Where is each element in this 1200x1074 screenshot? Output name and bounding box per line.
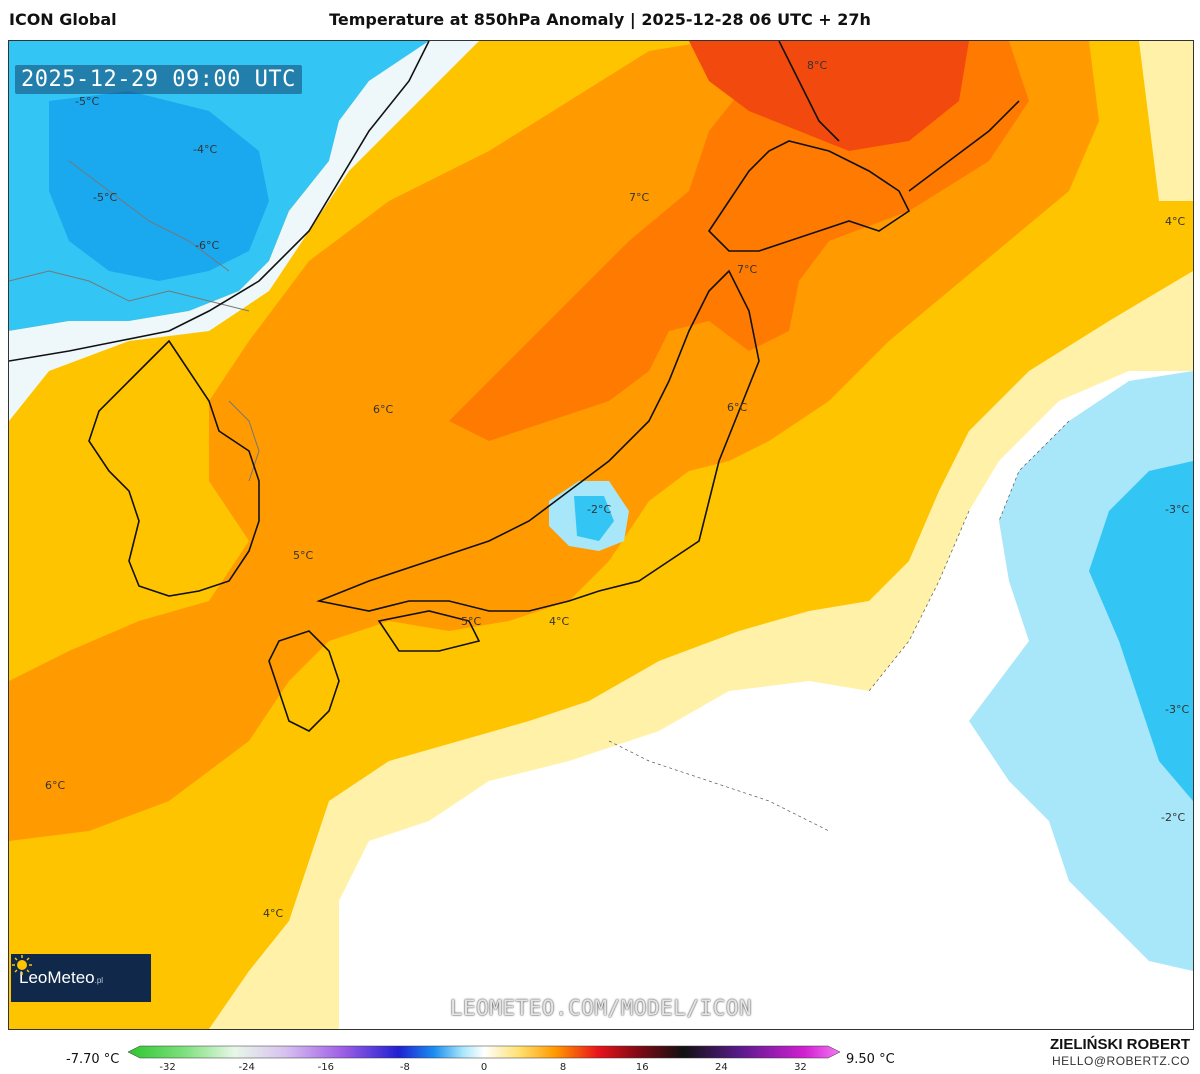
anomaly-field xyxy=(9,41,1193,1029)
sun-icon xyxy=(12,955,32,975)
field-cold-pocket-core xyxy=(574,496,614,541)
colorbar-tick-label: 8 xyxy=(559,1062,567,1073)
logo-text: LeoMeteo.pl xyxy=(19,968,104,987)
contour-label: -3°C xyxy=(1165,503,1190,516)
contour-label: -2°C xyxy=(587,503,612,516)
contour-label: 4°C xyxy=(263,907,284,920)
colorbar-tick-label: -16 xyxy=(317,1062,334,1073)
colorbar-fill xyxy=(128,1045,840,1059)
field-neutral-strip xyxy=(9,41,479,421)
field-cold-east xyxy=(1089,461,1193,801)
leometeo-logo[interactable]: LeoMeteo.pl xyxy=(11,954,151,1002)
colorbar-tick-label: 24 xyxy=(714,1062,728,1073)
watermark: LEOMETEO.COM/MODEL/ICON xyxy=(449,996,753,1020)
contour-label: -2°C xyxy=(1161,811,1186,824)
legend-max-value: 9.50 °C xyxy=(846,1052,895,1067)
coastlines xyxy=(9,41,1020,732)
field-cold-deep-nw xyxy=(49,91,269,281)
contour-label: -5°C xyxy=(93,191,118,204)
author-name: ZIELIŃSKI ROBERT xyxy=(1049,1036,1190,1053)
legend: -7.70 °C - xyxy=(0,1030,1200,1074)
contour-label: -4°C xyxy=(193,143,218,156)
contour-label: 6°C xyxy=(373,403,394,416)
legend-min-value: -7.70 °C xyxy=(66,1052,120,1067)
colorbar-tick-label: -8 xyxy=(399,1062,410,1073)
contour-label: 7°C xyxy=(737,263,758,276)
contour-label: 6°C xyxy=(727,401,748,414)
colorbar-tick-label: -32 xyxy=(159,1062,176,1073)
chart-title: Temperature at 850hPa Anomaly | 2025-12-… xyxy=(329,10,871,29)
colorbar xyxy=(128,1045,840,1059)
contour-label: -5°C xyxy=(75,95,100,108)
map-panel[interactable]: 2025-12-29 09:00 UTC -5°C -4°C -5°C -6°C… xyxy=(8,40,1194,1030)
colorbar-tick-label: -24 xyxy=(238,1062,255,1073)
contour-label: 8°C xyxy=(807,59,828,72)
contour-label: 7°C xyxy=(629,191,650,204)
valid-time-badge: 2025-12-29 09:00 UTC xyxy=(15,65,302,94)
contour-label: -6°C xyxy=(195,239,220,252)
contour-label: -3°C xyxy=(1165,703,1190,716)
contour-label: 5°C xyxy=(461,615,482,628)
contour-label: 4°C xyxy=(549,615,570,628)
colorbar-tick-label: 16 xyxy=(635,1062,649,1073)
contour-label: 6°C xyxy=(45,779,66,792)
header: ICON Global Temperature at 850hPa Anomal… xyxy=(0,0,1200,40)
author-email[interactable]: HELLO@ROBERTZ.CO xyxy=(1052,1054,1190,1068)
contour-label: 4°C xyxy=(1165,215,1186,228)
colorbar-tick-label: 0 xyxy=(480,1062,488,1073)
model-name: ICON Global xyxy=(9,10,117,29)
field-hottest xyxy=(689,41,969,151)
contour-lines xyxy=(608,420,1070,832)
colorbar-tick-label: 32 xyxy=(794,1062,807,1073)
contour-label: 5°C xyxy=(293,549,314,562)
